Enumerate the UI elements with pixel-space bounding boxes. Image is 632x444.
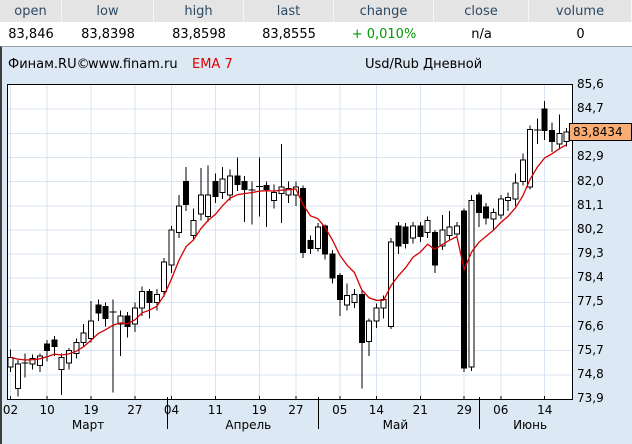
x-axis-label: 02 bbox=[2, 403, 19, 417]
month-separator bbox=[166, 397, 168, 429]
month-label: Июнь bbox=[513, 418, 548, 432]
y-axis-label: 77,5 bbox=[577, 294, 604, 309]
site-link[interactable]: www.finam.ru bbox=[88, 57, 178, 72]
y-axis-label: 74,8 bbox=[577, 366, 604, 381]
col-header-close: close bbox=[434, 0, 529, 22]
col-header-last: last bbox=[244, 0, 334, 22]
month-separator bbox=[317, 397, 319, 429]
chart-panel: Финам.RU© www.finam.ru EMA 7 Usd/Rub Дне… bbox=[0, 46, 632, 444]
x-axis-label: 21 bbox=[412, 403, 428, 417]
y-axis-label: 82,9 bbox=[577, 149, 604, 164]
last-value: 83,8555 bbox=[262, 26, 316, 42]
quote-header-row: open low high last change close volume bbox=[0, 0, 632, 22]
month-label: Март bbox=[71, 418, 105, 432]
x-axis-label: 04 bbox=[163, 403, 180, 417]
chart-titlebar: Финам.RU© www.finam.ru EMA 7 Usd/Rub Дне… bbox=[2, 57, 630, 73]
y-axis-label: 82,0 bbox=[577, 173, 604, 188]
y-axis-label: 81,1 bbox=[577, 197, 604, 212]
volume-value: 0 bbox=[576, 26, 585, 42]
x-axis-label: 19 bbox=[251, 403, 267, 417]
y-axis-label: 84,7 bbox=[577, 101, 604, 116]
x-axis-label: 14 bbox=[537, 403, 553, 417]
x-axis-label: 10 bbox=[39, 403, 55, 417]
x-axis-label: 06 bbox=[493, 403, 509, 417]
col-header-low: low bbox=[62, 0, 154, 22]
col-header-open: open bbox=[0, 0, 62, 22]
current-price-label: 83,8434 bbox=[573, 125, 623, 140]
x-axis-label: 19 bbox=[83, 403, 99, 417]
x-axis-label: 14 bbox=[368, 403, 385, 417]
y-axis-label: 75,7 bbox=[577, 342, 604, 357]
col-header-high: high bbox=[154, 0, 244, 22]
y-axis-label: 73,9 bbox=[577, 391, 604, 405]
month-label: Апрель bbox=[225, 418, 272, 432]
month-label: Май bbox=[382, 418, 409, 432]
change-value: + 0,010% bbox=[351, 26, 417, 42]
month-separator bbox=[478, 397, 480, 429]
brand-label: Финам.RU© bbox=[8, 57, 90, 72]
y-axis-label: 76,6 bbox=[577, 318, 604, 333]
open-value: 83,846 bbox=[8, 26, 54, 42]
quote-values-row: 83,846 83,8398 83,8598 83,8555 + 0,010% … bbox=[0, 22, 632, 46]
y-axis-label: 80,2 bbox=[577, 221, 604, 236]
chart-title: Usd/Rub Дневной bbox=[365, 57, 483, 72]
y-axis-label: 78,4 bbox=[577, 270, 604, 285]
y-axis-label: 85,6 bbox=[577, 77, 604, 91]
high-value: 83,8598 bbox=[172, 26, 226, 42]
ema-indicator-label: EMA 7 bbox=[192, 57, 233, 72]
x-axis-label: 05 bbox=[332, 403, 348, 417]
col-header-change: change bbox=[334, 0, 434, 22]
x-axis-label: 11 bbox=[207, 403, 224, 417]
current-price-badge: 83,8434 bbox=[569, 123, 632, 142]
y-axis-label: 79,3 bbox=[577, 246, 604, 261]
price-chart-plot[interactable] bbox=[7, 84, 573, 400]
candlestick-chart[interactable] bbox=[8, 85, 572, 399]
x-axis-label: 27 bbox=[127, 403, 143, 417]
x-axis-label: 29 bbox=[456, 403, 472, 417]
x-axis-label: 27 bbox=[288, 403, 304, 417]
low-value: 83,8398 bbox=[81, 26, 135, 42]
close-value: n/a bbox=[471, 26, 492, 42]
col-header-volume: volume bbox=[529, 0, 632, 22]
